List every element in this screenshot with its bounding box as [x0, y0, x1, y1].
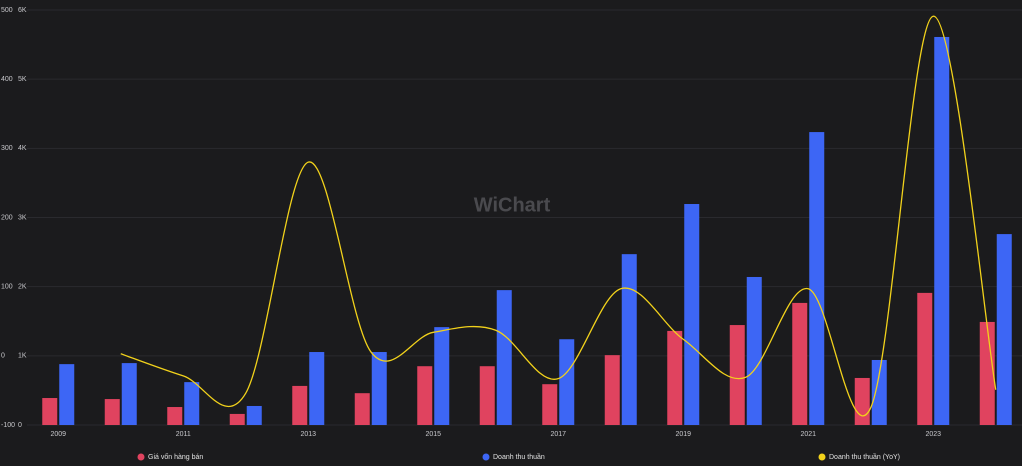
bar — [246, 405, 262, 425]
bar — [417, 366, 433, 425]
x-tick-label: 2011 — [176, 431, 191, 438]
bar — [479, 366, 495, 425]
bar — [917, 292, 933, 425]
y-tick-label: 2K — [18, 284, 27, 291]
y-tick-label: 0 — [18, 422, 22, 429]
x-tick-label: 2009 — [50, 431, 66, 438]
bar — [292, 385, 308, 425]
bar — [184, 382, 200, 425]
x-tick-label: 2023 — [925, 431, 941, 438]
y2-tick-label: 100 — [1, 284, 13, 291]
bar — [604, 355, 620, 425]
y-tick-label: 6K — [18, 7, 27, 14]
y-tick-label: 4K — [18, 145, 27, 152]
bar — [684, 204, 700, 425]
legend-label: Doanh thu thuần — [493, 452, 545, 461]
legend-label: Giá vốn hàng bán — [148, 452, 203, 461]
x-tick-label: 2015 — [425, 431, 441, 438]
y2-tick-label: 400 — [1, 76, 13, 83]
y-tick-label: 3K — [18, 214, 27, 221]
bar — [667, 330, 683, 425]
y2-tick-label: 0 — [1, 353, 5, 360]
bar — [559, 339, 575, 425]
bar — [746, 276, 762, 425]
bar — [121, 363, 137, 425]
bar — [354, 393, 370, 425]
bar — [996, 234, 1012, 425]
bar — [854, 377, 870, 425]
y-tick-label: 5K — [18, 76, 27, 83]
x-tick-label: 2021 — [800, 431, 816, 438]
y2-tick-label: 300 — [1, 145, 13, 152]
bar — [542, 384, 558, 425]
y2-tick-label: -100 — [1, 422, 15, 429]
bar — [42, 398, 58, 425]
legend-marker — [137, 453, 145, 461]
line — [120, 15, 997, 417]
bar — [229, 413, 245, 425]
bar — [809, 132, 825, 425]
bar — [621, 254, 637, 425]
bar — [792, 302, 808, 425]
y-tick-label: 1K — [18, 353, 27, 360]
bar — [934, 36, 950, 425]
legend-marker — [818, 453, 826, 461]
x-tick-label: 2019 — [675, 431, 691, 438]
y2-tick-label: 200 — [1, 214, 13, 221]
bar — [167, 407, 183, 425]
bar — [871, 359, 887, 425]
bar — [59, 364, 75, 425]
bar — [434, 327, 450, 425]
bar — [979, 321, 995, 425]
watermark: WiChart — [474, 194, 551, 216]
legend-marker — [482, 453, 490, 461]
x-tick-label: 2013 — [300, 431, 316, 438]
bar — [309, 352, 325, 425]
bar — [729, 325, 745, 425]
y2-tick-label: 500 — [1, 7, 13, 14]
bar — [104, 399, 120, 425]
legend-label: Doanh thu thuần (YoY) — [829, 452, 900, 461]
bar — [371, 352, 387, 425]
bar — [496, 290, 512, 425]
x-tick-label: 2017 — [550, 431, 566, 438]
